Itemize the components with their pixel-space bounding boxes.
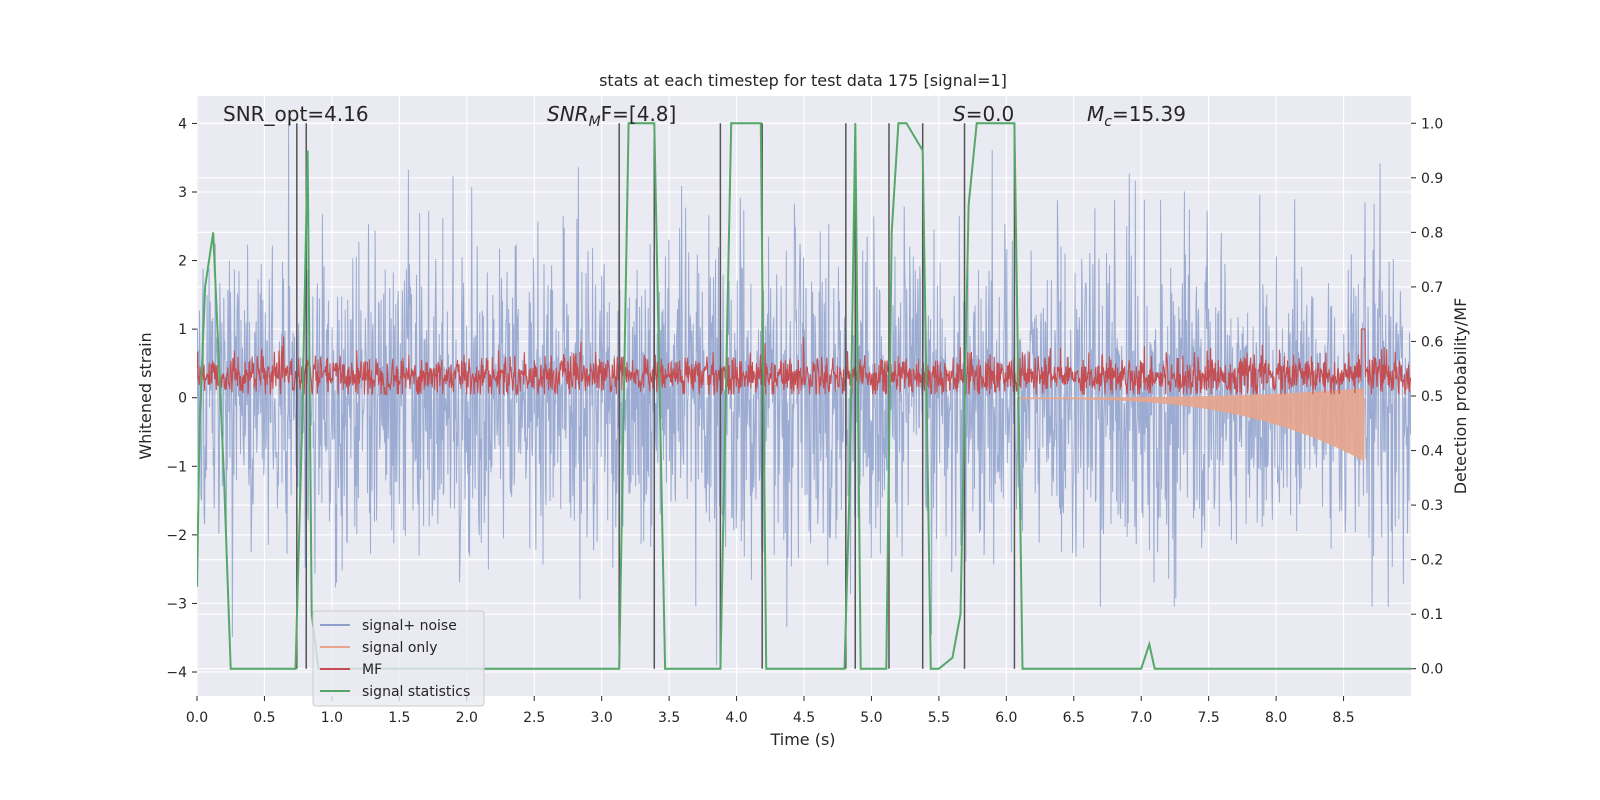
- x-tick-label: 0.0: [186, 710, 208, 726]
- mc-annotation: Mc=15.39: [1087, 102, 1186, 130]
- legend-label-mf: MF: [362, 662, 382, 678]
- x-tick-label: 2.0: [456, 710, 478, 726]
- x-tick-label: 8.0: [1265, 710, 1287, 726]
- signal-noise-layer: [197, 123, 1411, 666]
- x-axis-label: Time (s): [769, 730, 835, 749]
- snr-mf-rest: F=[4.8]: [601, 102, 677, 126]
- y-right-axis-ticks: 1.0 0.9 0.8 0.7 0.6 0.5 0.4 0.3 0.2 0.1 0.0: [1411, 116, 1443, 678]
- x-tick-label: 6.5: [1063, 710, 1085, 726]
- y-left-tick-label: 1: [178, 322, 187, 338]
- chart-title: stats at each timestep for test data 175…: [599, 71, 1007, 90]
- snr-opt-annotation: SNR_opt=4.16: [223, 102, 369, 126]
- series-signal-statistics: [197, 122, 1411, 670]
- y-right-tick-label: 0.5: [1421, 389, 1443, 405]
- y-right-tick-label: 0.6: [1421, 334, 1443, 350]
- y-right-tick-label: 0.3: [1421, 498, 1443, 514]
- s-main: S: [953, 102, 966, 126]
- x-tick-label: 4.0: [725, 710, 747, 726]
- mc-main: M: [1087, 102, 1104, 126]
- snr-mf-sub: M: [589, 114, 601, 130]
- s-annotation: S=0.0: [953, 102, 1014, 126]
- y-right-tick-label: 0.9: [1421, 171, 1443, 187]
- y-right-axis-label: Detection probability/MF: [1451, 298, 1470, 495]
- y-left-tick-label: 0: [178, 391, 187, 407]
- legend-label-signal: signal only: [362, 640, 437, 656]
- x-tick-label: 5.0: [860, 710, 882, 726]
- series-signal-noise: [197, 123, 1411, 666]
- signal-only-layer: [1019, 388, 1365, 463]
- x-axis-ticks: 0.0 0.5 1.0 1.5 2.0 2.5 3.0 3.5 4.0 4.5 5.0 5.5 6.0 6…: [186, 696, 1355, 726]
- legend-label-noise: signal+ noise: [362, 618, 457, 634]
- s-rest: =0.0: [966, 102, 1015, 126]
- signal-statistics-layer: [197, 122, 1411, 670]
- legend-box: [312, 610, 485, 707]
- x-tick-label: 6.0: [995, 710, 1017, 726]
- x-tick-label: 1.5: [388, 710, 410, 726]
- x-tick-label: 7.0: [1130, 710, 1152, 726]
- x-tick-label: 7.5: [1198, 710, 1220, 726]
- y-left-axis-label: Whitened strain: [136, 332, 155, 459]
- legend-label-stats: signal statistics: [362, 684, 470, 700]
- series-mf: [197, 328, 1411, 397]
- x-tick-label: 8.5: [1332, 710, 1354, 726]
- y-right-tick-label: 0.0: [1421, 662, 1443, 678]
- y-right-tick-label: 1.0: [1421, 116, 1443, 132]
- mc-sub: c: [1104, 114, 1112, 130]
- x-tick-label: 3.0: [591, 710, 613, 726]
- x-tick-label: 4.5: [793, 710, 815, 726]
- y-right-tick-label: 0.2: [1421, 553, 1443, 569]
- series-signal-only: [1019, 388, 1365, 463]
- mc-rest: =15.39: [1112, 102, 1186, 126]
- y-left-tick-label: 4: [178, 116, 187, 132]
- x-tick-label: 2.5: [523, 710, 545, 726]
- x-tick-label: 1.0: [321, 710, 343, 726]
- y-right-tick-label: 0.1: [1421, 607, 1443, 623]
- x-tick-label: 3.5: [658, 710, 680, 726]
- y-left-tick-label: −3: [166, 596, 187, 612]
- y-right-tick-label: 0.4: [1421, 444, 1443, 460]
- y-left-tick-label: −4: [166, 665, 187, 681]
- y-left-tick-label: −2: [166, 528, 187, 544]
- snr-mf-main: SNR: [547, 102, 589, 126]
- x-tick-label: 5.5: [928, 710, 950, 726]
- y-left-tick-label: −1: [166, 459, 187, 475]
- y-left-tick-label: 3: [178, 185, 187, 201]
- y-right-tick-label: 0.8: [1421, 225, 1443, 241]
- mf-layer: [197, 328, 1411, 397]
- x-tick-label: 0.5: [253, 710, 275, 726]
- legend: signal+ noise signal only MF signal stat…: [312, 610, 485, 707]
- y-left-tick-label: 2: [178, 254, 187, 270]
- snr-mf-annotation: SNRMF=[4.8]: [547, 102, 676, 130]
- y-left-axis-ticks: 4 3 2 1 0 −1 −2 −3 −4: [166, 116, 197, 681]
- y-right-tick-label: 0.7: [1421, 280, 1443, 296]
